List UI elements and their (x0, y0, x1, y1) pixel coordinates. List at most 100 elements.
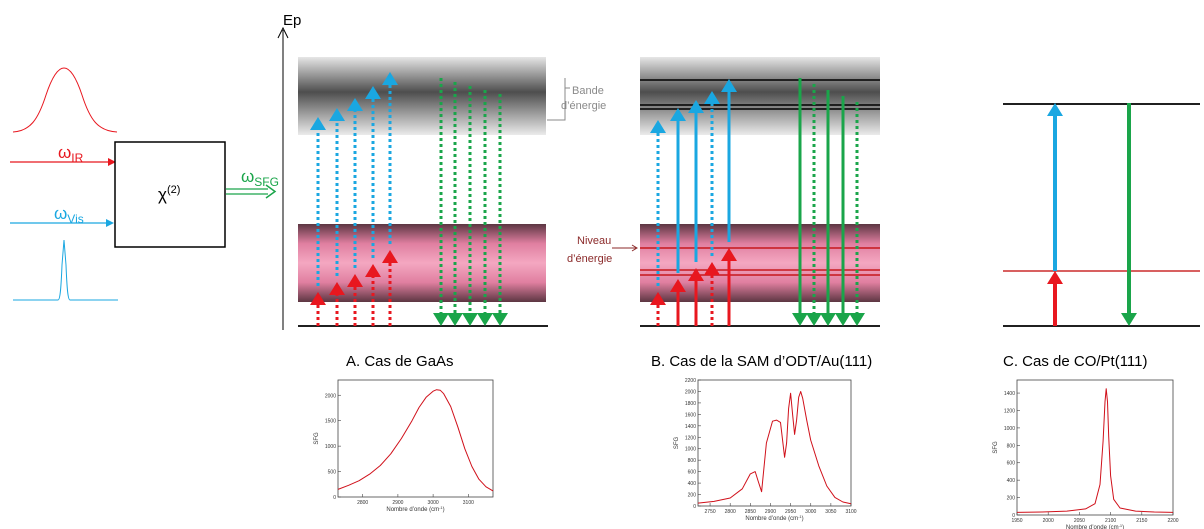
bande-leader-bracket (547, 78, 570, 121)
panel-b-vis-arrow-1-head (650, 120, 666, 133)
panel-a-ir-arrow-1-head (310, 292, 326, 305)
y-tick-label: 2000 (685, 389, 696, 395)
spectrum-frame (697, 379, 852, 507)
y-tick-label: 1500 (325, 419, 336, 425)
y-tick-label: 2000 (325, 393, 336, 399)
ep-axis-label: Ep (283, 12, 301, 29)
y-tick-label: 400 (688, 481, 697, 487)
panel-a-sfg-arrow-5-head (492, 313, 508, 326)
spectrum-series-line (1016, 388, 1174, 513)
panel-c-transition-arrows (1047, 103, 1137, 326)
x-tick-label: 2100 (1105, 518, 1116, 524)
y-tick-label: 1400 (685, 424, 696, 430)
panel-c-ir-arrow-head (1047, 271, 1063, 284)
panel-a-vis-arrow-2-head (329, 108, 345, 121)
panel-a-ir-arrow-5-head (382, 250, 398, 263)
y-tick-label: 0 (333, 495, 336, 501)
x-tick-label: 3100 (463, 500, 474, 506)
x-tick-label: 2900 (765, 509, 776, 515)
panel-b-ir-arrow-5-head (721, 248, 737, 261)
niveau-label-line2: d’énergie (567, 253, 612, 265)
x-tick-label: 2200 (1167, 518, 1178, 524)
y-tick-label: 400 (1007, 478, 1016, 484)
ir-pulse-curve (12, 67, 118, 133)
x-tick-label: 1950 (1011, 518, 1022, 524)
spectrum-frame (1016, 379, 1174, 516)
panel-a-caption: A. Cas de GaAs (346, 353, 454, 370)
panel-b-vis-arrow-3-head (688, 100, 704, 113)
sfg-frequency-label: ωSFG (241, 167, 279, 189)
panel-c-vis-arrow-head (1047, 103, 1063, 116)
x-tick-label: 3100 (845, 509, 856, 515)
x-axis-label: Nombre d’onde (cm-1) (745, 514, 803, 522)
vis-pulse-curve (13, 239, 118, 301)
panel-a-ir-arrow-2-head (329, 282, 345, 295)
y-tick-label: 200 (688, 493, 697, 499)
x-tick-label: 2850 (745, 509, 756, 515)
y-tick-label: 0 (1012, 513, 1015, 519)
panel-a-transition-arrows (310, 72, 508, 326)
chi2-box (114, 141, 226, 248)
panel-b-ir-arrow-2-head (670, 279, 686, 292)
y-tick-label: 1000 (1004, 426, 1015, 432)
y-tick-label: 1000 (325, 444, 336, 450)
sfg-schematic: ωIR ωVis χ(2) ωSFG (10, 67, 279, 301)
panel-b-sfg-arrow-5-head (849, 313, 865, 326)
niveau-label-line1: Niveau (577, 235, 611, 247)
panel-b-caption: B. Cas de la SAM d’ODT/Au(111) (651, 353, 872, 370)
y-tick-label: 2200 (685, 378, 696, 384)
x-axis-label: Nombre d’onde (cm-1) (1066, 523, 1124, 529)
y-tick-label: 500 (328, 470, 337, 476)
y-axis-label: SFG (314, 432, 320, 445)
x-tick-label: 3050 (825, 509, 836, 515)
x-tick-label: 2900 (392, 500, 403, 506)
panel-b-vis-arrow-2-head (670, 108, 686, 121)
panel-c-sfg-arrow-head (1121, 313, 1137, 326)
y-tick-label: 1000 (685, 447, 696, 453)
vis-frequency-label: ωVis (54, 204, 84, 226)
panel-a-vis-arrow-3-head (347, 98, 363, 111)
x-tick-label: 2000 (1043, 518, 1054, 524)
y-tick-label: 1600 (685, 412, 696, 418)
panel-a-sfg-arrow-2-head (447, 313, 463, 326)
x-tick-label: 2800 (357, 500, 368, 506)
y-tick-label: 1400 (1004, 391, 1015, 397)
y-tick-label: 600 (1007, 461, 1016, 467)
bande-label-line2: d’énergie (561, 100, 606, 112)
panel-b-sfg-arrow-3-head (820, 313, 836, 326)
panel-a-energy-band (298, 57, 546, 135)
x-tick-label: 2800 (725, 509, 736, 515)
x-tick-label: 2150 (1136, 518, 1147, 524)
chi2-label: χ(2) (158, 184, 180, 204)
panel-a-sfg-arrow-4-head (477, 313, 493, 326)
x-axis-label: Nombre d’onde (cm-1) (386, 505, 444, 513)
y-tick-label: 200 (1007, 496, 1016, 502)
panel-b-energy-band (640, 57, 880, 135)
ir-frequency-label: ωIR (58, 143, 84, 165)
y-tick-label: 1200 (1004, 408, 1015, 414)
spectrum-sam-odt: 2750 2800 2850 2900 2950 3000 3050 3100 0 200 400 6… (674, 378, 857, 522)
panel-a-sfg-arrow-3-head (462, 313, 478, 326)
x-tick-label: 2950 (785, 509, 796, 515)
panel-b-ir-arrow-3-head (688, 268, 704, 281)
panel-a-vis-arrow-5-head (382, 72, 398, 85)
y-tick-label: 800 (688, 458, 697, 464)
panel-b-energy-diagram (640, 57, 880, 327)
spectrum-co-pt: 1950 2000 2050 2100 2150 2200 0 200 400 600 800 100… (993, 379, 1179, 529)
panel-a-vis-arrow-1-head (310, 117, 326, 130)
spectrum-series-line (337, 389, 494, 492)
panel-a-sfg-arrow-1-head (433, 313, 449, 326)
panel-b-ir-arrow-4-head (704, 262, 720, 275)
panel-c-energy-diagram (1003, 103, 1200, 327)
panel-b-vis-arrow-4-head (704, 91, 720, 104)
x-tick-label: 3000 (805, 509, 816, 515)
panel-b-sfg-arrow-1-head (792, 313, 808, 326)
panel-b-transition-arrows (650, 78, 865, 326)
panel-b-vis-arrow-5-head (721, 79, 737, 92)
y-tick-label: 1200 (685, 435, 696, 441)
panel-a-ir-arrow-4-head (365, 264, 381, 277)
panel-a-energy-diagram (298, 57, 548, 327)
panel-a-vis-arrow-4-head (365, 86, 381, 99)
y-tick-label: 0 (693, 504, 696, 510)
